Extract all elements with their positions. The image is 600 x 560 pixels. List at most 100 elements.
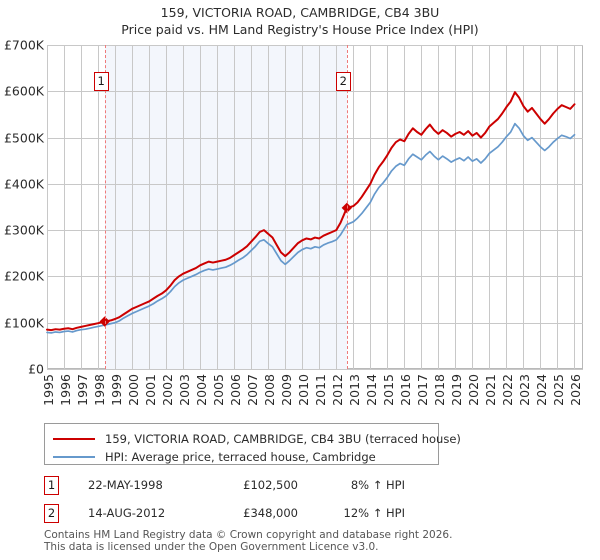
gridline-vertical bbox=[217, 45, 219, 369]
gridline-vertical bbox=[455, 45, 457, 369]
legend-item: 159, VICTORIA ROAD, CAMBRIDGE, CB4 3BU (… bbox=[53, 430, 461, 448]
gridline-vertical bbox=[489, 45, 491, 369]
x-axis-tick-label: 2024 bbox=[534, 374, 550, 406]
gridline-vertical bbox=[149, 45, 151, 369]
gridline-vertical bbox=[268, 45, 270, 369]
gridline-vertical bbox=[251, 45, 253, 369]
x-axis-tick-label: 2005 bbox=[211, 374, 227, 406]
event-line-2 bbox=[346, 45, 348, 369]
y-axis-tick-label: £100K bbox=[3, 315, 44, 331]
x-axis-tick-label: 2015 bbox=[381, 374, 397, 406]
gridline-horizontal bbox=[47, 45, 583, 46]
gridline-vertical bbox=[472, 45, 474, 369]
transaction-row: 2 14-AUG-2012 £348,000 12% ↑ HPI bbox=[44, 504, 444, 524]
price-chart bbox=[46, 45, 583, 370]
gridline-horizontal bbox=[47, 183, 583, 185]
y-axis-tick-label: £700K bbox=[3, 37, 44, 53]
transaction-row: 1 22-MAY-1998 £102,500 8% ↑ HPI bbox=[44, 476, 444, 496]
x-axis-tick-label: 1999 bbox=[109, 374, 125, 406]
gridline-vertical bbox=[115, 45, 117, 369]
x-axis-tick-label: 1996 bbox=[58, 374, 74, 406]
gridline-vertical bbox=[353, 45, 355, 369]
x-axis-tick-label: 1998 bbox=[92, 374, 108, 406]
x-axis-tick-label: 2019 bbox=[449, 374, 465, 406]
x-axis-tick-label: 2006 bbox=[228, 374, 244, 406]
footer-line-2: This data is licensed under the Open Gov… bbox=[44, 541, 379, 553]
y-axis-tick-label: £0 bbox=[28, 361, 44, 377]
x-axis-tick-label: 2007 bbox=[245, 374, 261, 406]
y-axis-tick-label: £500K bbox=[3, 130, 44, 146]
gridline-vertical bbox=[98, 45, 100, 369]
x-axis-tick-label: 2000 bbox=[126, 374, 142, 406]
x-axis-tick-label: 2025 bbox=[551, 374, 567, 406]
series-line-property bbox=[46, 91, 576, 332]
legend-item: HPI: Average price, terraced house, Camb… bbox=[53, 448, 376, 466]
x-axis-tick-label: 2023 bbox=[517, 374, 533, 406]
transaction-date: 22-MAY-1998 bbox=[88, 478, 163, 492]
gridline-vertical bbox=[557, 45, 559, 369]
transaction-badge-1: 1 bbox=[44, 476, 59, 495]
gridline-horizontal bbox=[47, 322, 583, 324]
x-axis-tick-label: 2008 bbox=[262, 374, 278, 406]
event-line-1 bbox=[104, 45, 106, 369]
x-axis-tick-label: 2009 bbox=[279, 374, 295, 406]
gridline-vertical bbox=[319, 45, 321, 369]
x-axis-tick-label: 2011 bbox=[313, 374, 329, 406]
transaction-date: 14-AUG-2012 bbox=[88, 506, 166, 520]
x-axis-tick-label: 2017 bbox=[415, 374, 431, 406]
ownership-period-band bbox=[104, 45, 347, 369]
legend-color-swatch bbox=[53, 438, 95, 440]
gridline-vertical bbox=[370, 45, 372, 369]
x-axis-tick-label: 2014 bbox=[364, 374, 380, 406]
gridline-horizontal bbox=[47, 137, 583, 139]
x-axis-tick-label: 2004 bbox=[194, 374, 210, 406]
x-axis-tick-label: 1997 bbox=[75, 374, 91, 406]
gridline-vertical bbox=[183, 45, 185, 369]
gridline-horizontal bbox=[47, 230, 583, 232]
gridline-vertical bbox=[574, 45, 576, 369]
footer-line-1: Contains HM Land Registry data © Crown c… bbox=[44, 529, 453, 541]
x-axis-tick-label: 2018 bbox=[432, 374, 448, 406]
gridline-vertical bbox=[285, 45, 287, 369]
gridline-vertical bbox=[387, 45, 389, 369]
transaction-badge-2: 2 bbox=[44, 504, 59, 523]
gridline-vertical bbox=[81, 45, 83, 369]
gridline-vertical bbox=[540, 45, 542, 369]
chart-marker-badge-1: 1 bbox=[93, 72, 109, 91]
gridline-vertical bbox=[302, 45, 304, 369]
footer-attribution: Contains HM Land Registry data © Crown c… bbox=[44, 529, 564, 553]
series-line-hpi bbox=[46, 122, 576, 334]
gridline-vertical bbox=[421, 45, 423, 369]
legend-label: HPI: Average price, terraced house, Camb… bbox=[105, 450, 376, 464]
x-axis-tick-label: 2003 bbox=[177, 374, 193, 406]
y-axis-tick-label: £400K bbox=[3, 176, 44, 192]
x-axis-tick-label: 2010 bbox=[296, 374, 312, 406]
gridline-vertical bbox=[234, 45, 236, 369]
gridline-horizontal bbox=[47, 91, 583, 93]
transaction-hpi-delta: 8% ↑ HPI bbox=[350, 478, 405, 492]
gridline-vertical bbox=[336, 45, 338, 369]
gridline-vertical bbox=[64, 45, 66, 369]
x-axis-tick-label: 2020 bbox=[466, 374, 482, 406]
legend-color-swatch bbox=[53, 456, 95, 458]
x-axis-tick-label: 2022 bbox=[500, 374, 516, 406]
y-axis-tick-label: £200K bbox=[3, 268, 44, 284]
gridline-vertical bbox=[438, 45, 440, 369]
transaction-hpi-delta: 12% ↑ HPI bbox=[343, 506, 405, 520]
x-axis-tick-label: 2002 bbox=[160, 374, 176, 406]
x-axis-tick-label: 2001 bbox=[143, 374, 159, 406]
gridline-horizontal bbox=[47, 276, 583, 278]
series-layer bbox=[46, 91, 576, 334]
x-axis-tick-label: 1995 bbox=[41, 374, 56, 406]
gridline-vertical bbox=[166, 45, 168, 369]
gridline-vertical bbox=[47, 45, 48, 369]
x-axis-tick-label: 2013 bbox=[347, 374, 363, 406]
y-axis-tick-label: £300K bbox=[3, 222, 44, 238]
chart-marker-badge-2: 2 bbox=[335, 72, 351, 91]
page-title: 159, VICTORIA ROAD, CAMBRIDGE, CB4 3BU bbox=[160, 5, 440, 20]
chart-title-block: 159, VICTORIA ROAD, CAMBRIDGE, CB4 3BU P… bbox=[0, 4, 600, 38]
chart-legend: 159, VICTORIA ROAD, CAMBRIDGE, CB4 3BU (… bbox=[44, 423, 461, 466]
legend-label: 159, VICTORIA ROAD, CAMBRIDGE, CB4 3BU (… bbox=[105, 432, 461, 446]
transaction-price: £102,500 bbox=[243, 478, 298, 492]
gridline-vertical bbox=[200, 45, 202, 369]
